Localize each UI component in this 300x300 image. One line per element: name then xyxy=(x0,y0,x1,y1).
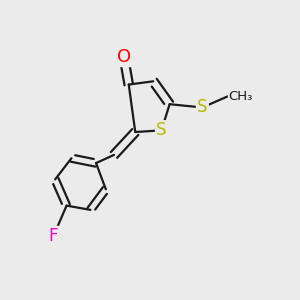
Text: S: S xyxy=(156,122,167,140)
Text: CH₃: CH₃ xyxy=(229,89,253,103)
Text: O: O xyxy=(117,48,131,66)
Text: F: F xyxy=(49,227,58,245)
Text: S: S xyxy=(197,98,208,116)
